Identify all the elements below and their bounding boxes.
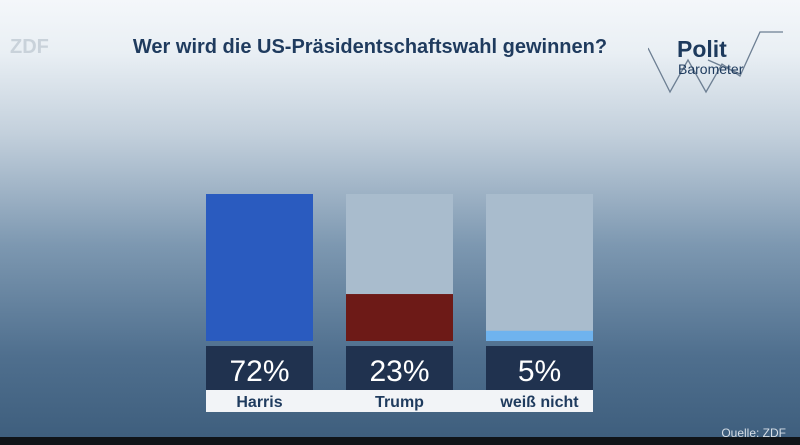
bar	[206, 194, 313, 341]
politbarometer-zigzag-icon	[648, 31, 783, 94]
chart-title: Wer wird die US-Präsidentschaftswahl gew…	[132, 36, 608, 58]
bottom-band	[0, 437, 800, 445]
polit-word: Polit	[677, 36, 727, 62]
category-name-band	[206, 390, 593, 412]
value-label-box	[486, 346, 593, 390]
value-label: 23%	[369, 355, 429, 388]
value-label-box	[206, 346, 313, 390]
politbarometer-logo: Polit Barometer	[648, 30, 783, 95]
value-label: 72%	[229, 355, 289, 388]
bar	[486, 330, 593, 341]
value-label: 5%	[518, 355, 561, 388]
barometer-word: Barometer	[678, 61, 744, 77]
category-label: Harris	[236, 394, 282, 411]
category-label: Trump	[375, 394, 424, 411]
source-label: Quelle: ZDF	[721, 426, 786, 440]
bar	[346, 294, 453, 341]
value-label-box	[346, 346, 453, 390]
bar-track	[486, 194, 593, 341]
category-label: weiß nicht	[499, 394, 579, 411]
zdf-logo: ZDF	[10, 36, 49, 58]
